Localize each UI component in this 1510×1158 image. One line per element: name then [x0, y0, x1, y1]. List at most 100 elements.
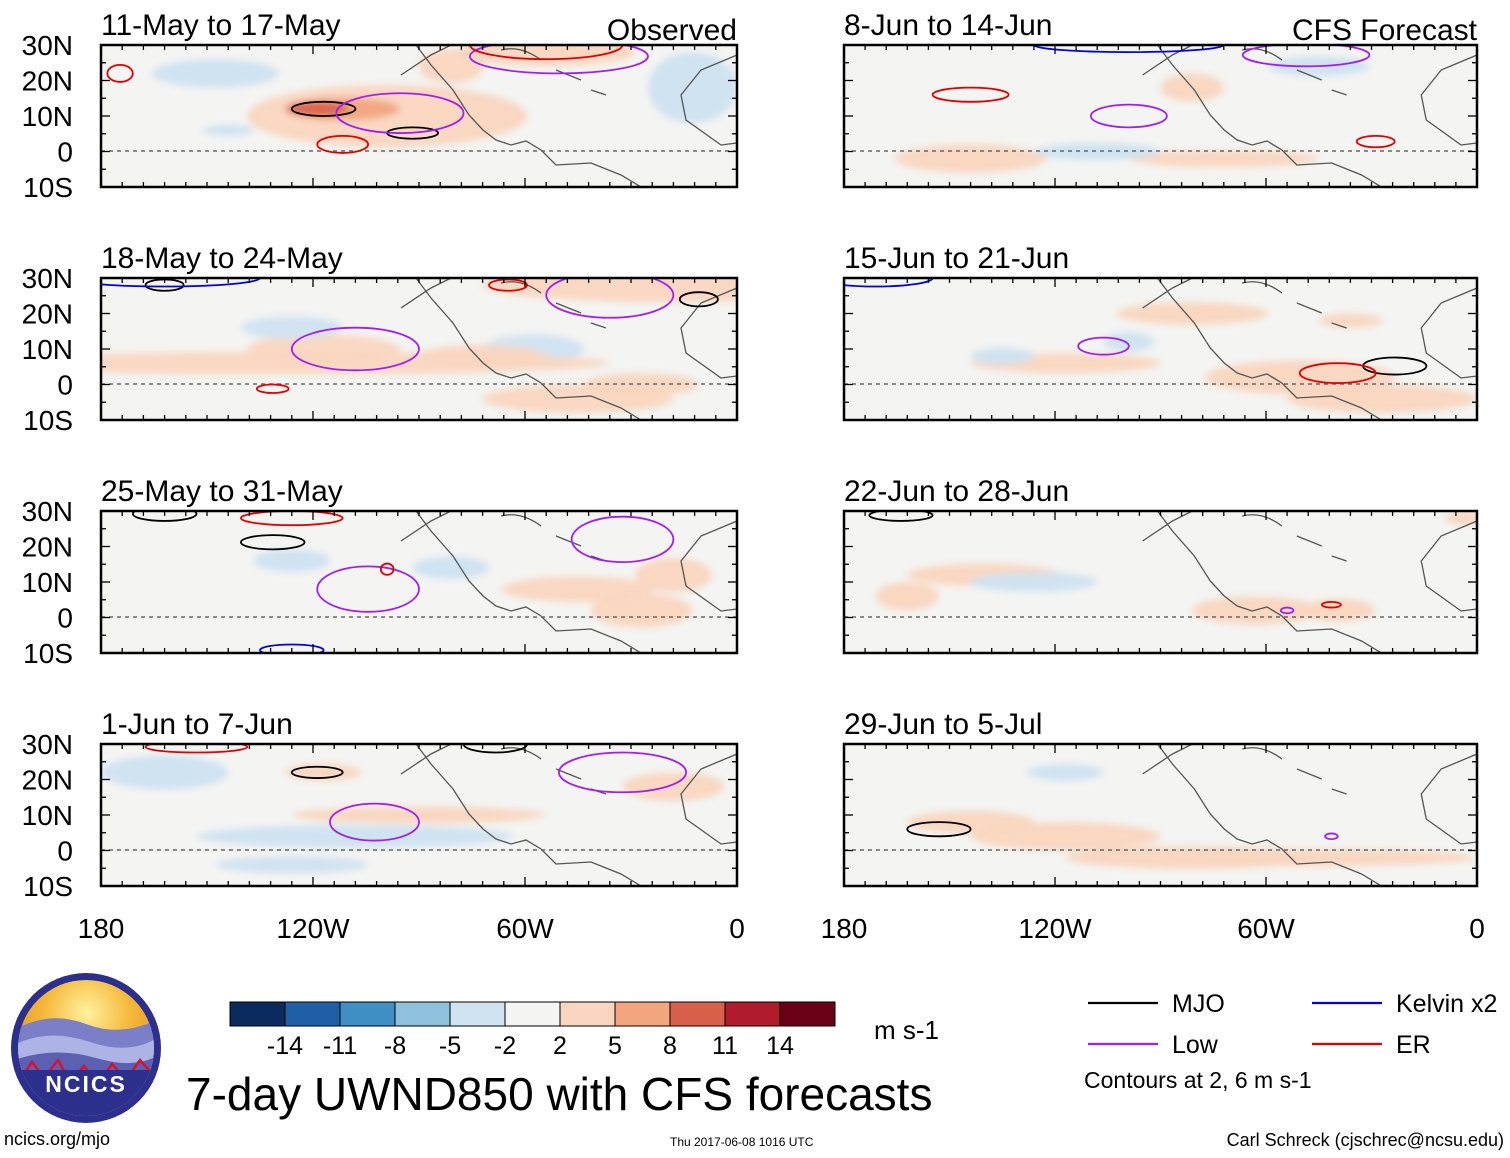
- panel-title: 1-Jun to 7-Jun: [101, 708, 293, 741]
- y-tick-label: 20N: [22, 299, 73, 330]
- contour-loop: [558, 751, 688, 794]
- y-tick-label: 20N: [22, 532, 73, 563]
- africa-coastline: [1420, 753, 1477, 845]
- coastline: [1156, 45, 1382, 187]
- colorbar-swatch: [394, 1001, 451, 1027]
- coastline: [1142, 278, 1193, 309]
- main-title: 7-day UWND850 with CFS forecasts: [186, 1068, 933, 1120]
- anomaly-blob: [1287, 384, 1477, 413]
- contour-loop: [844, 278, 934, 288]
- anomaly-blob: [202, 124, 254, 136]
- contour-loop: [1298, 362, 1377, 384]
- colorbar-tick-label: -11: [323, 1032, 357, 1060]
- column-tag: CFS Forecast: [1292, 14, 1478, 47]
- x-tick-label: 60W: [496, 913, 554, 944]
- contour-loop: [570, 515, 675, 564]
- anomaly-blob: [635, 557, 712, 592]
- colorbar-swatch: [504, 1001, 561, 1027]
- anomaly-blob: [501, 576, 655, 602]
- contour-loop: [144, 744, 249, 754]
- longitude-axes: 180 120W 60W 0 180 120W 60W 0: [78, 913, 1485, 944]
- panel-title: 18-May to 24-May: [101, 242, 343, 275]
- y-tick-label: 0: [57, 836, 73, 867]
- y-tick-label: 10N: [22, 567, 73, 598]
- y-tick-label: 10S: [23, 172, 73, 203]
- contour-loop: [469, 45, 649, 75]
- anomaly-blob: [1103, 331, 1155, 352]
- coastline: [400, 744, 452, 775]
- coastline: [415, 511, 642, 653]
- coastline: [1142, 45, 1193, 76]
- colorbar-tick-label: 8: [663, 1032, 677, 1060]
- anomaly-blob: [1116, 302, 1269, 325]
- map-panel: 30N 20N 10N 0 10S 1-Jun to 7-Jun: [22, 708, 739, 902]
- africa-coastline: [1420, 287, 1477, 379]
- colorbar: -14 -11 -8 -5 -2 2 5 8 11 14: [229, 1001, 836, 1060]
- coastline: [400, 45, 452, 76]
- panel-field: [844, 511, 1477, 653]
- column-tag: Observed: [607, 14, 737, 47]
- colorbar-swatch: [724, 1001, 781, 1027]
- coastline: [1156, 511, 1382, 653]
- colorbar-swatch: [559, 1001, 616, 1027]
- anomaly-blob: [291, 806, 547, 824]
- contour-loop: [379, 562, 395, 576]
- contour-loop: [106, 63, 134, 83]
- panel-title: 22-Jun to 28-Jun: [844, 475, 1069, 508]
- contour-loop: [1355, 134, 1396, 149]
- anomaly-blob: [240, 316, 343, 340]
- anomaly-blob: [151, 59, 280, 88]
- contour-loop: [1241, 45, 1371, 68]
- contour-loop: [240, 511, 344, 527]
- contour-loop: [316, 134, 370, 154]
- contour-loop: [290, 100, 357, 117]
- panel-field: [844, 45, 1477, 187]
- panel-title: 25-May to 31-May: [101, 475, 343, 508]
- legend-label: MJO: [1172, 990, 1225, 1018]
- y-tick-label: 30N: [22, 263, 73, 294]
- contour-loop: [1324, 832, 1339, 841]
- y-tick-label: 10S: [23, 871, 73, 902]
- contour-loop: [1077, 336, 1130, 356]
- map-panel: 30N 20N 10N 0 10S 11-May to 17-May Observed: [22, 9, 739, 203]
- colorbar-swatch: [669, 1001, 726, 1027]
- coastline: [415, 278, 642, 420]
- anomaly-blob: [1027, 763, 1104, 781]
- colorbar-tick-label: 11: [712, 1032, 738, 1060]
- contour-loop: [240, 534, 306, 551]
- colorbar-tick-label: -14: [267, 1032, 303, 1060]
- x-tick-label: 120W: [276, 913, 350, 944]
- legend-label: Low: [1172, 1031, 1219, 1059]
- colorbar-swatch: [339, 1001, 396, 1027]
- y-tick-label: 20N: [22, 66, 73, 97]
- anomaly-shading: [970, 302, 1477, 413]
- contour-loop: [488, 278, 529, 292]
- anomaly-blob: [894, 144, 1047, 173]
- anomaly-blob: [419, 49, 483, 84]
- panel-title: 8-Jun to 14-Jun: [844, 9, 1052, 42]
- panel-field: [101, 511, 737, 653]
- y-tick-label: 10S: [23, 638, 73, 669]
- contour-loop: [906, 821, 972, 838]
- anomaly-blob: [970, 572, 1098, 592]
- map-panel: 30N 20N 10N 0 10S 25-May to 31-May: [22, 475, 739, 669]
- anomaly-blob: [101, 351, 610, 375]
- x-tick-label: 180: [821, 913, 868, 944]
- x-tick-label: 60W: [1237, 913, 1295, 944]
- africa-coastline: [680, 54, 737, 146]
- anomaly-shading: [907, 763, 1477, 869]
- x-tick-label: 0: [729, 913, 745, 944]
- contour-loop: [255, 383, 290, 394]
- contour-loop: [316, 565, 420, 613]
- contour-loop: [1279, 606, 1295, 615]
- contour-loop: [335, 92, 465, 134]
- legend-label: Kelvin x2: [1396, 990, 1497, 1018]
- y-tick-label: 20N: [22, 765, 73, 796]
- anomaly-blob: [970, 347, 1034, 365]
- contour-loop: [1321, 600, 1342, 609]
- contour-loop: [259, 643, 325, 653]
- africa-coastline: [680, 520, 737, 612]
- website-link[interactable]: ncics.org/mjo: [4, 1129, 111, 1149]
- anomaly-blob: [622, 772, 725, 801]
